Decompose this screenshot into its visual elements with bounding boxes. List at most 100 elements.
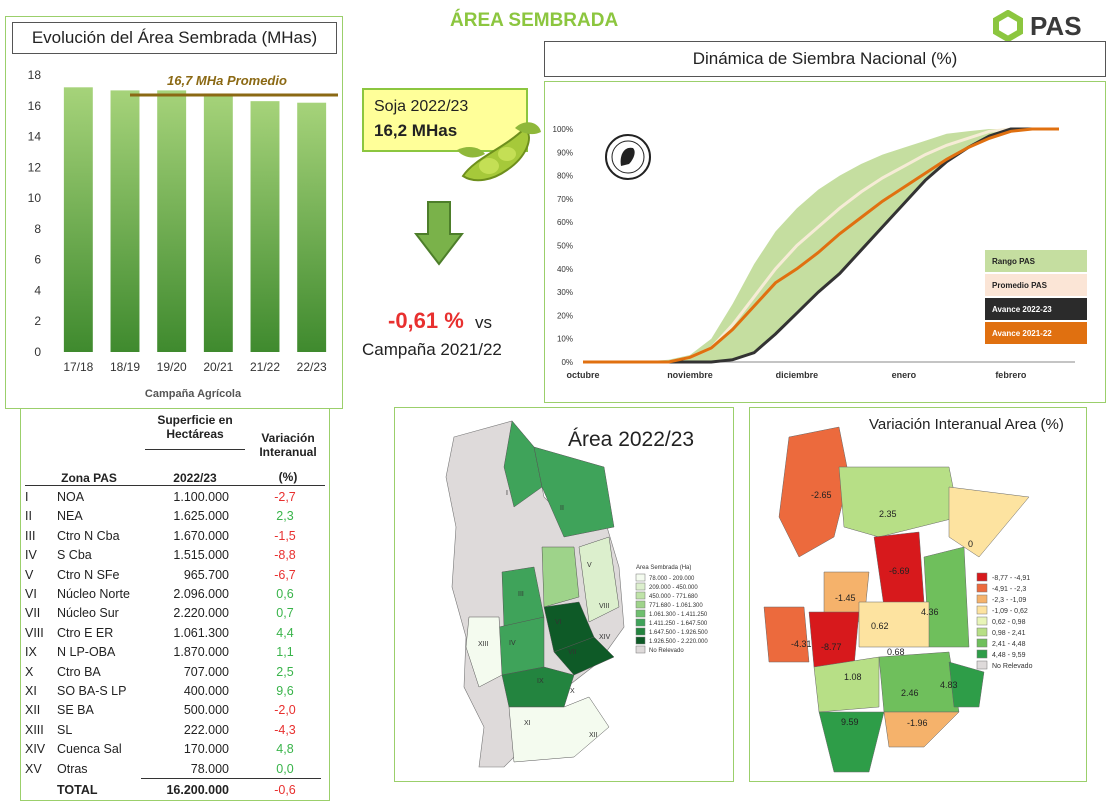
line-xtick-label: febrero	[995, 370, 1027, 380]
map-zone-sur	[508, 696, 610, 763]
zone-name: Núcleo Norte	[57, 587, 130, 601]
map2-value-label: 0.62	[871, 621, 889, 631]
map1-zone-label: V	[587, 562, 592, 569]
variation-map: -2.65 2.35 0 -6.69 -1.45 4.36 -4.31 -8.77 0.62 0.…	[763, 426, 1033, 773]
table-row: XIV Cuenca Sal 170.000 4,8	[21, 741, 331, 760]
map1-legend-label: 771.680 - 1.061.300	[649, 603, 703, 609]
legend-label: Promedio PAS	[992, 281, 1048, 290]
zone-roman: II	[25, 509, 32, 524]
map1-zone-label: IX	[537, 678, 544, 685]
map1-legend-label: 209.000 - 450.000	[649, 585, 698, 591]
map2-value-label: -2.65	[811, 490, 832, 500]
zone-roman: III	[25, 528, 36, 543]
zone-name: Otras	[57, 761, 88, 776]
bar-ytick-label: 14	[28, 130, 42, 144]
map1-zone-label: VIII	[599, 603, 610, 610]
bar-21-22	[250, 101, 280, 353]
zone-name: S Cba	[57, 548, 92, 563]
line-xtick-label: diciembre	[776, 370, 819, 380]
line-ytick-label: 90%	[557, 148, 573, 157]
table-total-row: TOTAL 16.200.000 -0,6	[21, 782, 331, 801]
map1-legend-label: 1.647.500 - 1.926.500	[649, 630, 708, 636]
legend-label: Avance 2022-23	[992, 305, 1052, 314]
line-chart-title: Dinámica de Siembra Nacional (%)	[544, 41, 1106, 77]
table-row: I NOA 1.100.000 -2,7	[21, 489, 331, 508]
table-row: X Ctro BA 707.000 2,5	[21, 664, 331, 683]
down-arrow-icon	[414, 201, 464, 266]
map2-zone-s-cba	[808, 611, 860, 668]
map1-zone-label: I	[506, 490, 508, 497]
total-label: TOTAL	[57, 783, 98, 797]
zone-area: 500.000	[183, 703, 229, 718]
map1-zone-label: XIV	[599, 634, 611, 641]
legend-swatch	[985, 274, 1087, 296]
map2-legend-label: 0,98 - 2,41	[992, 630, 1026, 637]
bar-chart: 0 2 4 6 8 10 12 14 16 18 17/18 18/19 19/20 20/21 21/2…	[28, 68, 338, 400]
zone-variation: 4,4	[276, 625, 294, 640]
map1-zone-label: IV	[509, 640, 516, 647]
map2-legend-swatch	[976, 660, 988, 670]
table-row: XII SE BA 500.000 -2,0	[21, 702, 331, 721]
zone-variation: -1,5	[274, 528, 296, 543]
bar-ytick-label: 10	[28, 191, 42, 205]
zone-variation: -6,7	[274, 567, 296, 582]
map1-legend-swatch	[635, 645, 646, 654]
map2-legend-label: 0,62 - 0,98	[992, 619, 1026, 626]
page-title: ÁREA SEMBRADA	[450, 10, 619, 31]
line-xtick-label: noviembre	[667, 370, 713, 380]
line-ytick-label: 30%	[557, 288, 573, 297]
zone-roman: XII	[25, 703, 41, 718]
map1-zone-label: III	[518, 591, 524, 598]
map1-legend-swatch	[635, 618, 646, 627]
map1-legend-label: No Relevado	[649, 648, 684, 654]
zone-name: NEA	[57, 509, 83, 524]
bar-xtick-label: 19/20	[157, 360, 187, 374]
zone-name: Núcleo Sur	[57, 606, 119, 621]
change-value: -0,61 %	[388, 308, 464, 333]
map2-value-label: -6.69	[889, 566, 910, 576]
map2-legend-swatch	[976, 649, 988, 659]
map-zone-n-lp-oba	[501, 666, 575, 708]
table-header-year: 2022/23	[173, 471, 217, 485]
bar-ytick-label: 2	[34, 314, 41, 328]
map1-zone-label: VI	[555, 619, 562, 626]
zone-roman: X	[25, 664, 34, 679]
zone-variation: 0,7	[276, 606, 294, 621]
pas-logo: PAS	[990, 9, 1095, 43]
zone-name: N LP-OBA	[57, 645, 116, 660]
table-header-area-group: Superficie en Hectáreas	[157, 413, 233, 441]
legend-swatch	[985, 298, 1087, 320]
zone-area: 400.000	[183, 684, 229, 698]
zone-area: 2.220.000	[173, 606, 229, 621]
total-area: 16.200.000	[166, 783, 229, 797]
line-chart: 0% 10% 20% 30% 40% 50% 60% 70% 80% 90% 100% octubr…	[553, 125, 1087, 380]
zone-name: SE BA	[57, 703, 94, 718]
zone-roman: VIII	[25, 625, 44, 640]
zone-area: 1.100.000	[173, 490, 229, 504]
map-zone-noa	[503, 420, 543, 508]
map1-legend-swatch	[635, 609, 646, 618]
zone-area: 78.000	[190, 761, 229, 776]
map1-zone-label: XIII	[478, 641, 489, 648]
map1-legend-swatch	[635, 600, 646, 609]
zone-roman: IV	[25, 548, 37, 563]
table-row: VIII Ctro E ER 1.061.300 4,4	[21, 625, 331, 644]
map2-value-label: 9.59	[841, 717, 859, 727]
table-row: XI SO BA-S LP 400.000 9,6	[21, 683, 331, 702]
line-ytick-label: 50%	[557, 242, 573, 251]
bar-xtick-label: 17/18	[63, 360, 93, 374]
line-ytick-label: 10%	[557, 335, 573, 344]
bar-17-18	[63, 87, 93, 353]
series-band-rango-pas	[583, 129, 1059, 362]
map2-zone-sl	[763, 606, 810, 663]
zone-name: Ctro BA	[57, 664, 101, 679]
zone-area: 707.000	[183, 664, 229, 679]
table-row: VII Núcleo Sur 2.220.000 0,7	[21, 605, 331, 624]
zone-variation: 2,5	[276, 664, 294, 679]
map2-legend-swatch	[976, 605, 988, 615]
zone-area: 1.670.000	[173, 528, 229, 543]
table-row: VI Núcleo Norte 2.096.000 0,6	[21, 586, 331, 605]
zone-roman: XIII	[25, 722, 44, 737]
zone-area: 965.700	[183, 567, 229, 582]
bar-ytick-label: 8	[34, 222, 41, 236]
